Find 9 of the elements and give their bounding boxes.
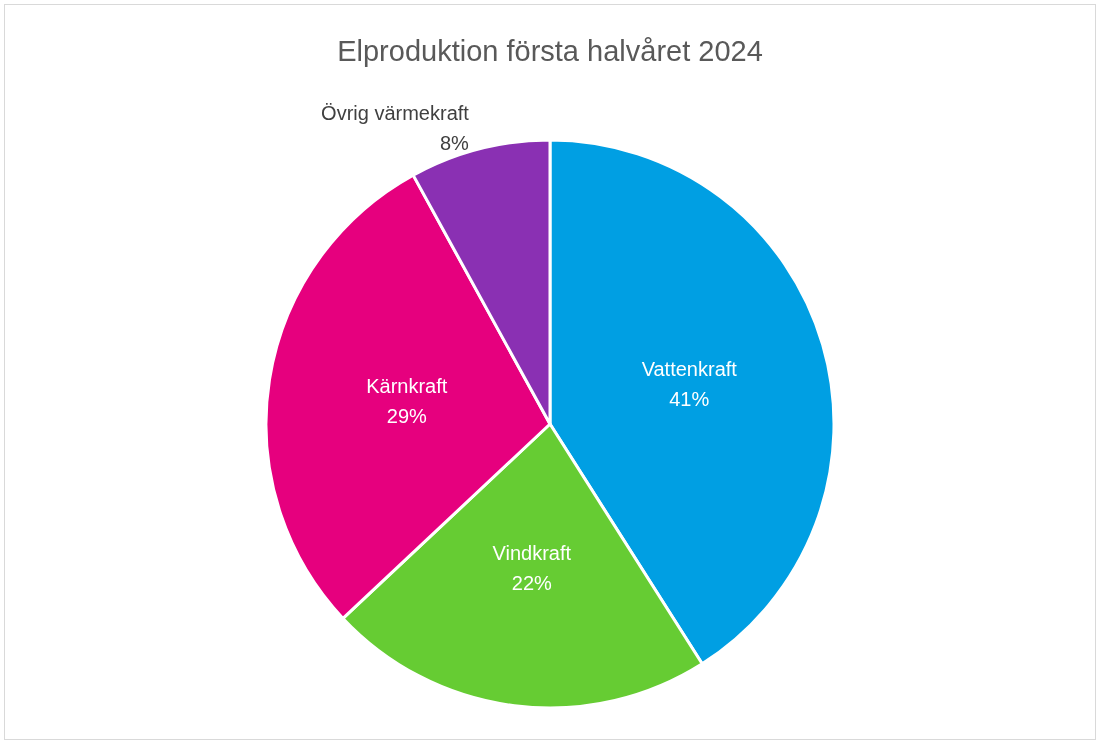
chart-title: Elproduktion första halvåret 2024	[337, 34, 763, 67]
data-label: 41%	[669, 387, 710, 410]
data-label: 29%	[386, 405, 428, 428]
slice-label: Vindkraft	[492, 541, 572, 564]
slice-label: Övrig värmekraft	[321, 101, 470, 124]
data-label: 8%	[439, 131, 470, 154]
slice-label: Vattenkraft	[641, 357, 738, 380]
slice-label: Kärnkraft	[366, 375, 448, 398]
data-label: 22%	[511, 571, 553, 594]
